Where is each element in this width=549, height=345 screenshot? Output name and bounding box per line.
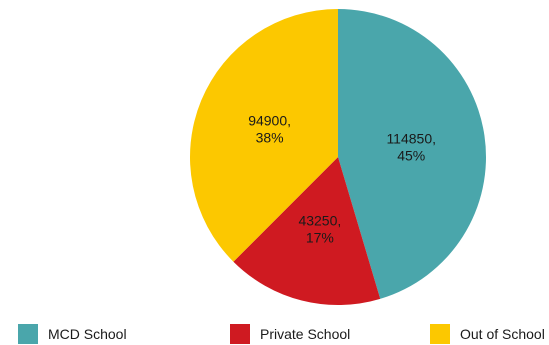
slice-percent-label: 17% (306, 230, 334, 246)
slice-label-mcd-school: 114850, 45% (386, 130, 436, 163)
slice-labels: 114850, 45% 43250, 17% 94900, 38% (248, 113, 436, 246)
legend-swatch-private-school (230, 324, 250, 344)
legend-label-mcd-school: MCD School (48, 326, 127, 342)
pie-slice-out-of-school (189, 9, 338, 262)
pie-slices (189, 9, 486, 305)
slice-label-private-school: 43250, 17% (298, 213, 341, 246)
slice-value-label: 94900, (248, 113, 291, 129)
slice-value-label: 114850, (386, 130, 436, 146)
legend-item-out-of-school: Out of School (430, 324, 545, 344)
slice-percent-label: 38% (256, 130, 284, 146)
legend-item-private-school: Private School (230, 324, 350, 344)
legend-label-out-of-school: Out of School (460, 326, 545, 342)
legend-label-private-school: Private School (260, 326, 350, 342)
slice-value-label: 43250, (298, 213, 341, 229)
legend: MCD School Private School Out of School (18, 324, 545, 344)
slice-percent-label: 45% (397, 147, 425, 163)
slice-label-out-of-school: 94900, 38% (248, 113, 291, 146)
legend-item-mcd-school: MCD School (18, 324, 127, 344)
legend-swatch-mcd-school (18, 324, 38, 344)
pie-slice-mcd-school (338, 9, 486, 299)
pie-slice-private-school (233, 157, 381, 305)
legend-swatch-out-of-school (430, 324, 450, 344)
